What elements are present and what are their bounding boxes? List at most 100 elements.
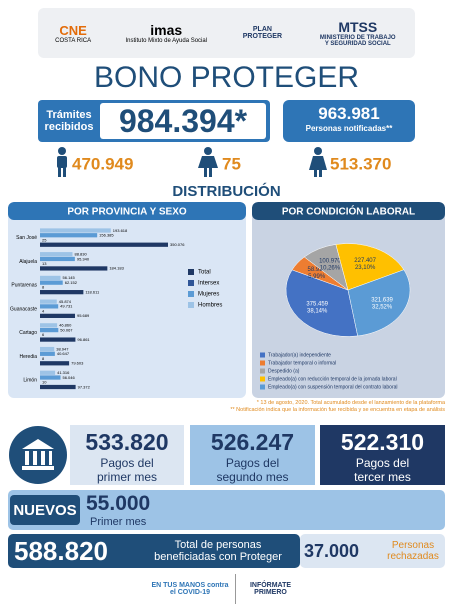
legend-label: Intersex <box>198 281 219 287</box>
note: * 13 de agosto, 2020. Total acumulado de… <box>256 400 445 406</box>
legend-label: Mujeres <box>198 292 219 298</box>
value-label: 10 <box>42 380 47 385</box>
chart-title: POR PROVINCIA Y SEXO <box>67 207 187 218</box>
bar <box>40 299 57 304</box>
bar <box>40 337 76 342</box>
value-label: 45.874 <box>59 299 72 304</box>
section-title: DISTRIBUCIÓN <box>172 182 281 200</box>
logo-text: imas <box>150 22 183 38</box>
value-label: 49.731 <box>60 304 73 309</box>
legend-label: Despedido (a) <box>268 368 300 374</box>
nuevos-group: 55.000 Primer mes <box>86 492 150 528</box>
value-label: 95.340 <box>77 256 90 261</box>
y-tick-label: Cartago <box>19 330 37 336</box>
legend-swatch <box>188 302 194 308</box>
legend-swatch <box>260 360 265 366</box>
value-label: 227.407 <box>354 258 376 264</box>
percent-label: 5,99% <box>308 274 326 280</box>
rechazadas-label: Personas rechazadas <box>387 540 439 562</box>
logo-bar: CNE COSTA RICA imas Instituto Mixto de Ayu… <box>38 8 415 58</box>
rechazadas-box: 37.000 Personas rechazadas <box>300 534 445 568</box>
bar <box>40 280 63 285</box>
female-icon <box>309 147 327 177</box>
value-label: 118.611 <box>85 289 100 294</box>
pie-slice <box>285 269 359 337</box>
bar <box>40 266 108 271</box>
value-label: 350.076 <box>170 242 185 247</box>
tramites-value: 984.394* <box>100 103 266 139</box>
payment-label: Pagos del primer mes <box>96 456 157 484</box>
legend-swatch <box>260 384 265 390</box>
bar <box>40 375 61 380</box>
bar <box>40 323 58 328</box>
y-tick-label: San José <box>16 235 37 241</box>
nuevos-sub: Primer mes <box>90 516 147 528</box>
value-label: 88.830 <box>74 252 87 257</box>
y-tick-label: Puntarenas <box>11 283 37 289</box>
legend-label: Empleado(a) con reducción temporal de la… <box>268 376 397 382</box>
intersex-icon <box>198 147 218 177</box>
percent-label: 32,52% <box>372 305 393 311</box>
chart-title: POR CONDICIÓN LABORAL <box>282 205 415 218</box>
tramites-box: Trámites recibidos 984.394* <box>38 100 270 142</box>
value-label: 41.316 <box>57 370 70 375</box>
legend-swatch <box>260 368 265 374</box>
bar <box>40 370 56 375</box>
bar <box>40 361 70 366</box>
male-icon <box>57 147 67 177</box>
bar <box>40 304 59 309</box>
payment-box: 522.310 Pagos del tercer mes <box>320 425 445 485</box>
value-label: 38.947 <box>56 346 69 351</box>
legend-swatch <box>260 352 265 358</box>
total-box: 588.820 Total de personas beneficiadas c… <box>8 534 300 568</box>
value-label: 8 <box>42 356 45 361</box>
percent-label: 38,14% <box>307 308 328 314</box>
value-label: 58.919 <box>307 267 326 273</box>
payment-value: 533.820 <box>85 429 169 455</box>
logo-text: COSTA RICA <box>55 37 92 44</box>
value-label: 193.618 <box>113 228 128 233</box>
bar <box>40 313 75 318</box>
legend-swatch <box>260 376 265 382</box>
logo-text: Instituto Mixto de Ayuda Social <box>125 38 208 44</box>
value-label: 50.067 <box>60 327 73 332</box>
value-label: 100.970 <box>319 258 341 264</box>
legend-label: Empleado(a) con suspensión temporal del … <box>268 384 398 390</box>
notificadas-label: Personas notificadas** <box>305 124 393 133</box>
logo: imas Instituto Mixto de Ayuda Social <box>125 22 207 44</box>
rechazadas-value: 37.000 <box>304 540 360 561</box>
value-label: 96.861 <box>77 337 90 342</box>
value-label: 46.860 <box>59 323 72 328</box>
bar <box>40 228 111 233</box>
value-label: 321.639 <box>371 298 393 304</box>
bar <box>40 233 98 238</box>
value-label: 40.647 <box>57 351 70 356</box>
legend-swatch <box>188 280 194 286</box>
value-label: 97.372 <box>78 384 91 389</box>
notes: * 13 de agosto, 2020. Total acumulado de… <box>8 400 445 414</box>
bar <box>40 351 55 356</box>
bar <box>40 275 61 281</box>
pie-slice <box>347 269 411 337</box>
nuevos-value: 55.000 <box>86 492 151 515</box>
value-label: 56.046 <box>62 375 75 380</box>
value-label: 4 <box>42 308 45 313</box>
percent-label: 10,26% <box>320 265 341 271</box>
female-count: 513.370 <box>330 154 391 173</box>
value-label: 6 <box>42 332 45 337</box>
note: ** Notificación indica que la informació… <box>230 407 445 413</box>
y-tick-label: Alajuela <box>19 259 37 265</box>
legend-label: Trabajador(a) independiente <box>268 352 331 358</box>
value-label: 156.385 <box>99 233 114 238</box>
legend-swatch <box>188 291 194 297</box>
legend-label: Trabajador temporal o informal <box>268 360 336 366</box>
title-bg <box>252 202 445 220</box>
nuevos-label: NUEVOS <box>10 495 80 525</box>
province-chart: POR PROVINCIA Y SEXO San José 193.618156.3… <box>8 202 246 398</box>
logo: CNE COSTA RICA <box>55 23 91 44</box>
male-count: 470.949 <box>72 154 133 173</box>
legend-label: Hombres <box>198 303 222 309</box>
y-tick-label: Heredia <box>19 354 37 360</box>
